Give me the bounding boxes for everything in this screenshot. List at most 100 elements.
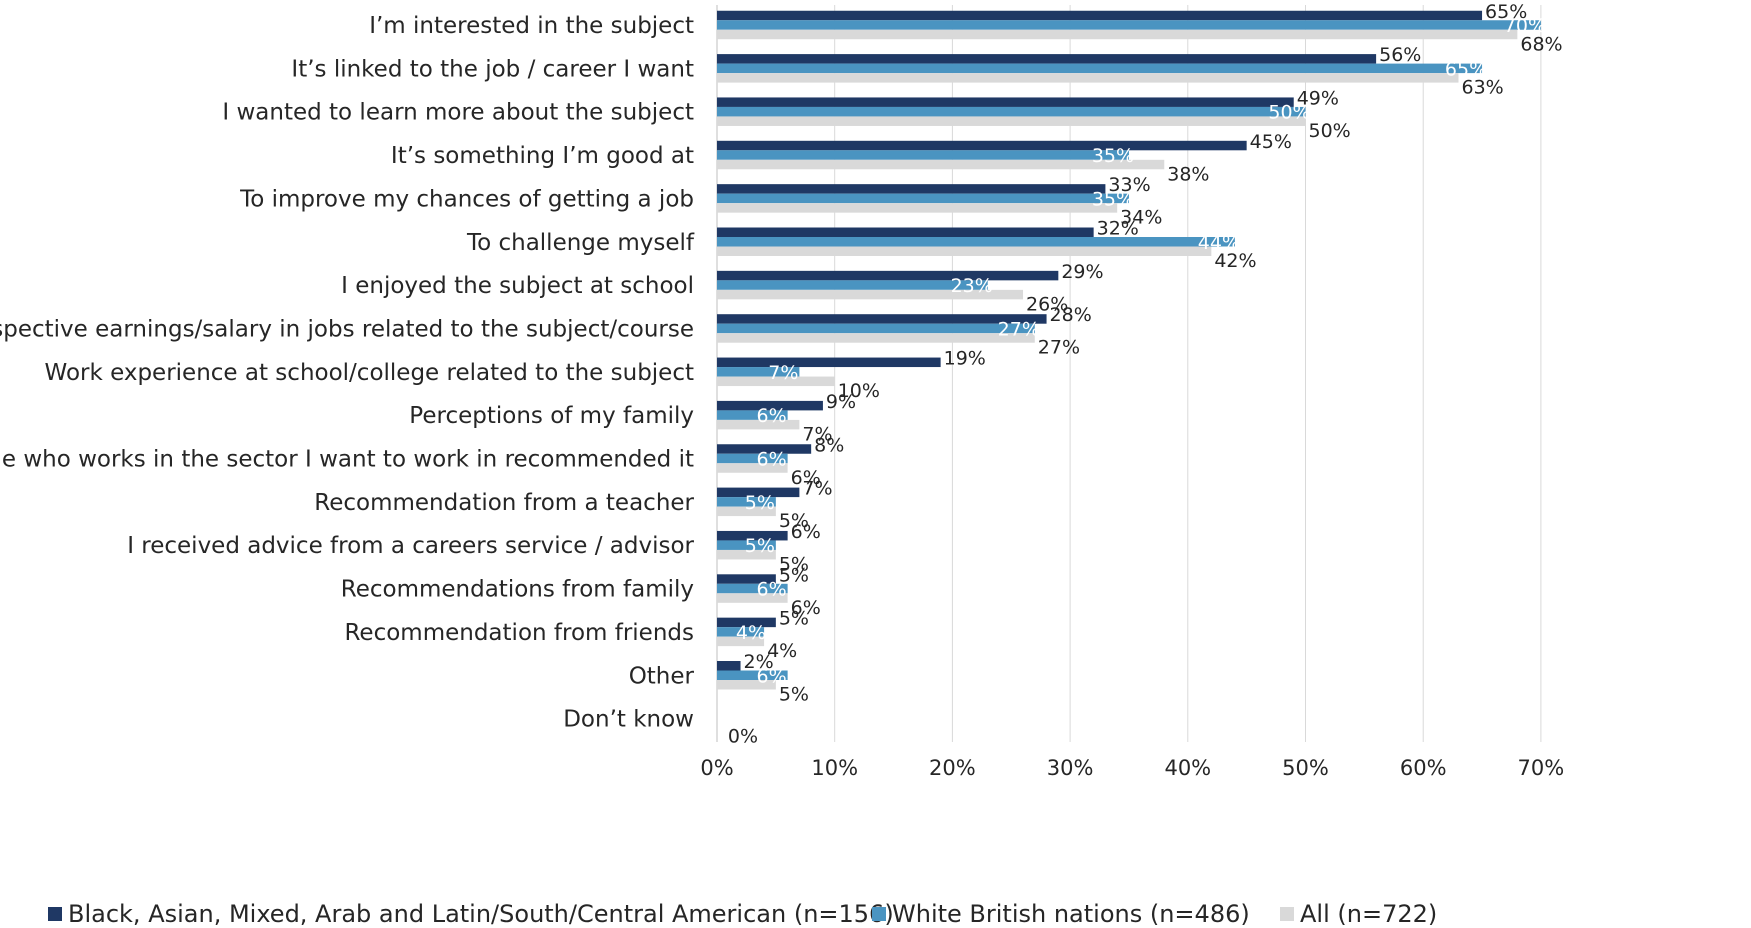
bar: [717, 617, 776, 628]
bar: [717, 323, 1035, 334]
bar: [717, 116, 1306, 126]
x-tick-label: 40%: [1164, 756, 1211, 780]
category-label: Someone who works in the sector I want t…: [0, 447, 694, 473]
bar: [717, 193, 1129, 204]
bar: [717, 419, 800, 430]
bar: [717, 400, 823, 411]
category-label: I’m interested in the subject: [369, 13, 694, 39]
category-label: Prospective earnings/salary in jobs rela…: [0, 316, 694, 342]
data-label: 28%: [1050, 304, 1092, 326]
category-label: I enjoyed the subject at school: [341, 273, 694, 299]
legend: Black, Asian, Mixed, Arab and Latin/Sout…: [48, 900, 1437, 928]
category-label: I received advice from a careers service…: [127, 533, 694, 559]
data-label: 6%: [757, 449, 787, 471]
x-tick-label: 50%: [1282, 756, 1329, 780]
data-label: 6%: [757, 579, 787, 601]
data-label: 65%: [1485, 1, 1527, 23]
data-label: 10%: [838, 380, 880, 402]
bar: [717, 159, 1165, 170]
data-label: 68%: [1520, 33, 1562, 55]
category-label: It’s linked to the job / career I want: [291, 56, 694, 82]
category-label: Recommendations from family: [341, 577, 694, 603]
bar: [717, 549, 776, 560]
data-label: 35%: [1092, 188, 1134, 210]
data-label: 6%: [791, 597, 821, 619]
legend-label: White British nations (n=486): [892, 900, 1250, 928]
data-label: 6%: [791, 521, 821, 543]
bar: [717, 376, 835, 387]
data-label: 34%: [1120, 207, 1162, 229]
legend-swatch: [1280, 907, 1294, 921]
bar: [717, 246, 1212, 256]
bar: [717, 357, 941, 368]
bar: [717, 20, 1541, 30]
data-label: 38%: [1167, 163, 1209, 185]
data-label: 23%: [951, 275, 993, 297]
bar: [717, 530, 788, 541]
data-label: 7%: [768, 362, 798, 384]
data-label: 29%: [1061, 261, 1103, 283]
data-label: 50%: [1309, 120, 1351, 142]
bar: [717, 444, 812, 454]
category-label: To improve my chances of getting a job: [239, 186, 694, 212]
category-label: Other: [629, 663, 695, 689]
legend-label: All (n=722): [1300, 900, 1437, 928]
bar: [717, 203, 1118, 213]
bar: [717, 583, 788, 594]
data-label: 0%: [728, 726, 758, 748]
bar: [717, 453, 788, 464]
x-tick-label: 20%: [929, 756, 976, 780]
data-label: 42%: [1214, 250, 1256, 272]
x-tick-label: 0%: [700, 756, 733, 780]
data-label: 27%: [1038, 337, 1080, 359]
bar: [717, 150, 1129, 160]
data-label: 35%: [1092, 145, 1134, 167]
data-label: 5%: [779, 684, 809, 706]
data-label: 27%: [998, 318, 1040, 340]
data-label: 5%: [745, 535, 775, 557]
category-labels: I’m interested in the subject It’s linked…: [0, 13, 695, 733]
category-label: To challenge myself: [466, 230, 695, 256]
bar: [717, 410, 788, 420]
x-tick-label: 10%: [811, 756, 858, 780]
category-label: Recommendation from a teacher: [314, 490, 694, 516]
data-label: 4%: [736, 622, 766, 644]
data-label: 70%: [1504, 15, 1546, 37]
data-label: 5%: [745, 492, 775, 514]
data-label: 65%: [1445, 58, 1487, 80]
bar: [717, 29, 1518, 40]
category-label: I wanted to learn more about the subject: [222, 100, 694, 126]
x-tick-label: 60%: [1400, 756, 1447, 780]
data-label: 5%: [779, 564, 809, 586]
bar: [717, 280, 988, 290]
bar: [717, 463, 788, 473]
bar: [717, 636, 765, 647]
bar: [717, 63, 1483, 74]
data-label: 6%: [757, 665, 787, 687]
category-label: Don’t know: [563, 707, 694, 733]
data-label: 26%: [1026, 293, 1068, 315]
data-label: 7%: [802, 478, 832, 500]
data-label: 7%: [802, 423, 832, 445]
bar: [717, 54, 1377, 64]
bar: [717, 627, 765, 637]
bar: [717, 270, 1059, 281]
bar: [717, 670, 788, 680]
data-label: 50%: [1268, 102, 1310, 124]
bars: [717, 10, 1541, 690]
bar: [717, 540, 776, 550]
category-label: Work experience at school/college relate…: [45, 360, 694, 386]
data-label: 4%: [767, 640, 797, 662]
bar: [717, 227, 1094, 237]
data-label: 44%: [1198, 232, 1240, 254]
bar: [717, 661, 741, 671]
data-label: 19%: [944, 348, 986, 370]
legend-swatch: [872, 907, 886, 921]
data-label: 6%: [757, 405, 787, 427]
bar: [717, 314, 1047, 324]
gridlines: [716, 5, 1542, 742]
bar: [717, 333, 1035, 343]
bar: [717, 184, 1106, 194]
bar: [717, 97, 1294, 107]
